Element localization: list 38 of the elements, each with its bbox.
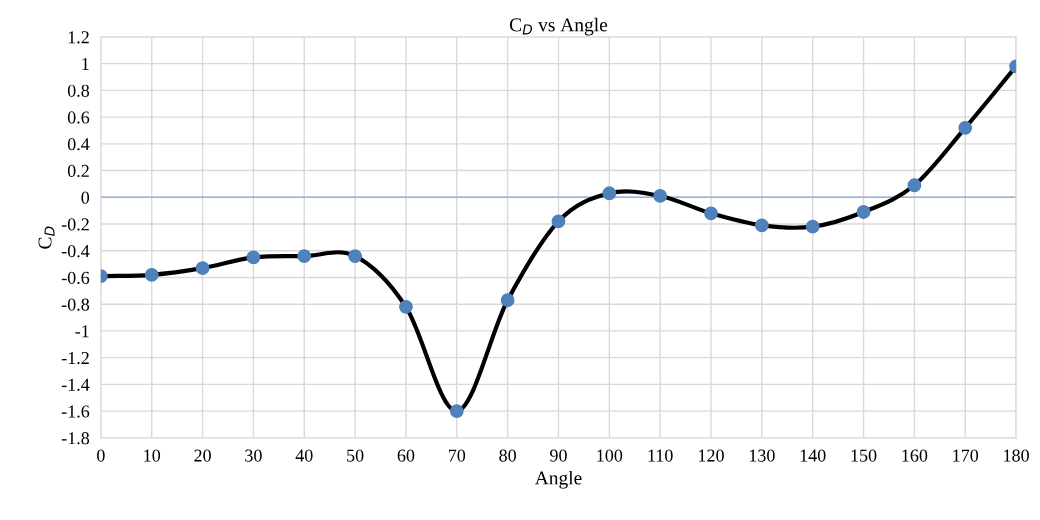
- x-tick-label: 180: [1004, 449, 1029, 462]
- y-tick-label: -1.8: [61, 432, 90, 445]
- y-axis-title: C$_{D}$: [38, 226, 55, 249]
- x-tick-label: 30: [245, 449, 262, 462]
- y-tick-label: -0.8: [61, 298, 90, 311]
- y-tick-label: -1.6: [61, 405, 90, 418]
- x-tick-label: 120: [699, 449, 724, 462]
- x-tick-label: 150: [851, 449, 877, 462]
- x-axis-title: Angle: [534, 470, 582, 489]
- y-tick-label: -1: [75, 325, 89, 338]
- x-tick-label: 90: [550, 449, 567, 462]
- x-tick-label: 140: [800, 449, 826, 462]
- y-tick-label: 0.2: [67, 164, 89, 178]
- x-tick-label: 160: [902, 449, 928, 462]
- x-tick-label: 100: [597, 449, 623, 462]
- x-tick-label: 70: [448, 449, 466, 462]
- y-tick-label: -0.4: [61, 245, 90, 258]
- y-tick-label: 0.6: [67, 111, 90, 124]
- x-tick-label: 130: [749, 449, 775, 462]
- y-tick-label: 0: [81, 191, 90, 204]
- x-tick-label: 80: [499, 449, 516, 462]
- y-tick-label: -1.4: [61, 378, 90, 391]
- y-tick-label: 1: [82, 57, 89, 70]
- y-tick-label: 0.8: [67, 84, 90, 97]
- y-tick-label: -1.2: [61, 351, 89, 365]
- x-tick-label: 10: [144, 449, 161, 462]
- y-tick-label: 0.4: [67, 138, 90, 151]
- x-tick-label: 0: [97, 449, 105, 462]
- y-tick-label: 1.2: [68, 31, 89, 44]
- y-tick-label: -0.6: [61, 271, 90, 284]
- x-tick-label: 50: [347, 449, 364, 462]
- chart-title: C$_{D}$ vs Angle: [509, 17, 608, 36]
- y-tick-label: -0.2: [61, 218, 89, 231]
- x-tick-label: 170: [953, 449, 979, 462]
- x-tick-label: 60: [397, 449, 415, 462]
- x-tick-label: 110: [648, 449, 673, 462]
- x-tick-label: 40: [295, 449, 313, 462]
- x-tick-label: 20: [194, 449, 211, 462]
